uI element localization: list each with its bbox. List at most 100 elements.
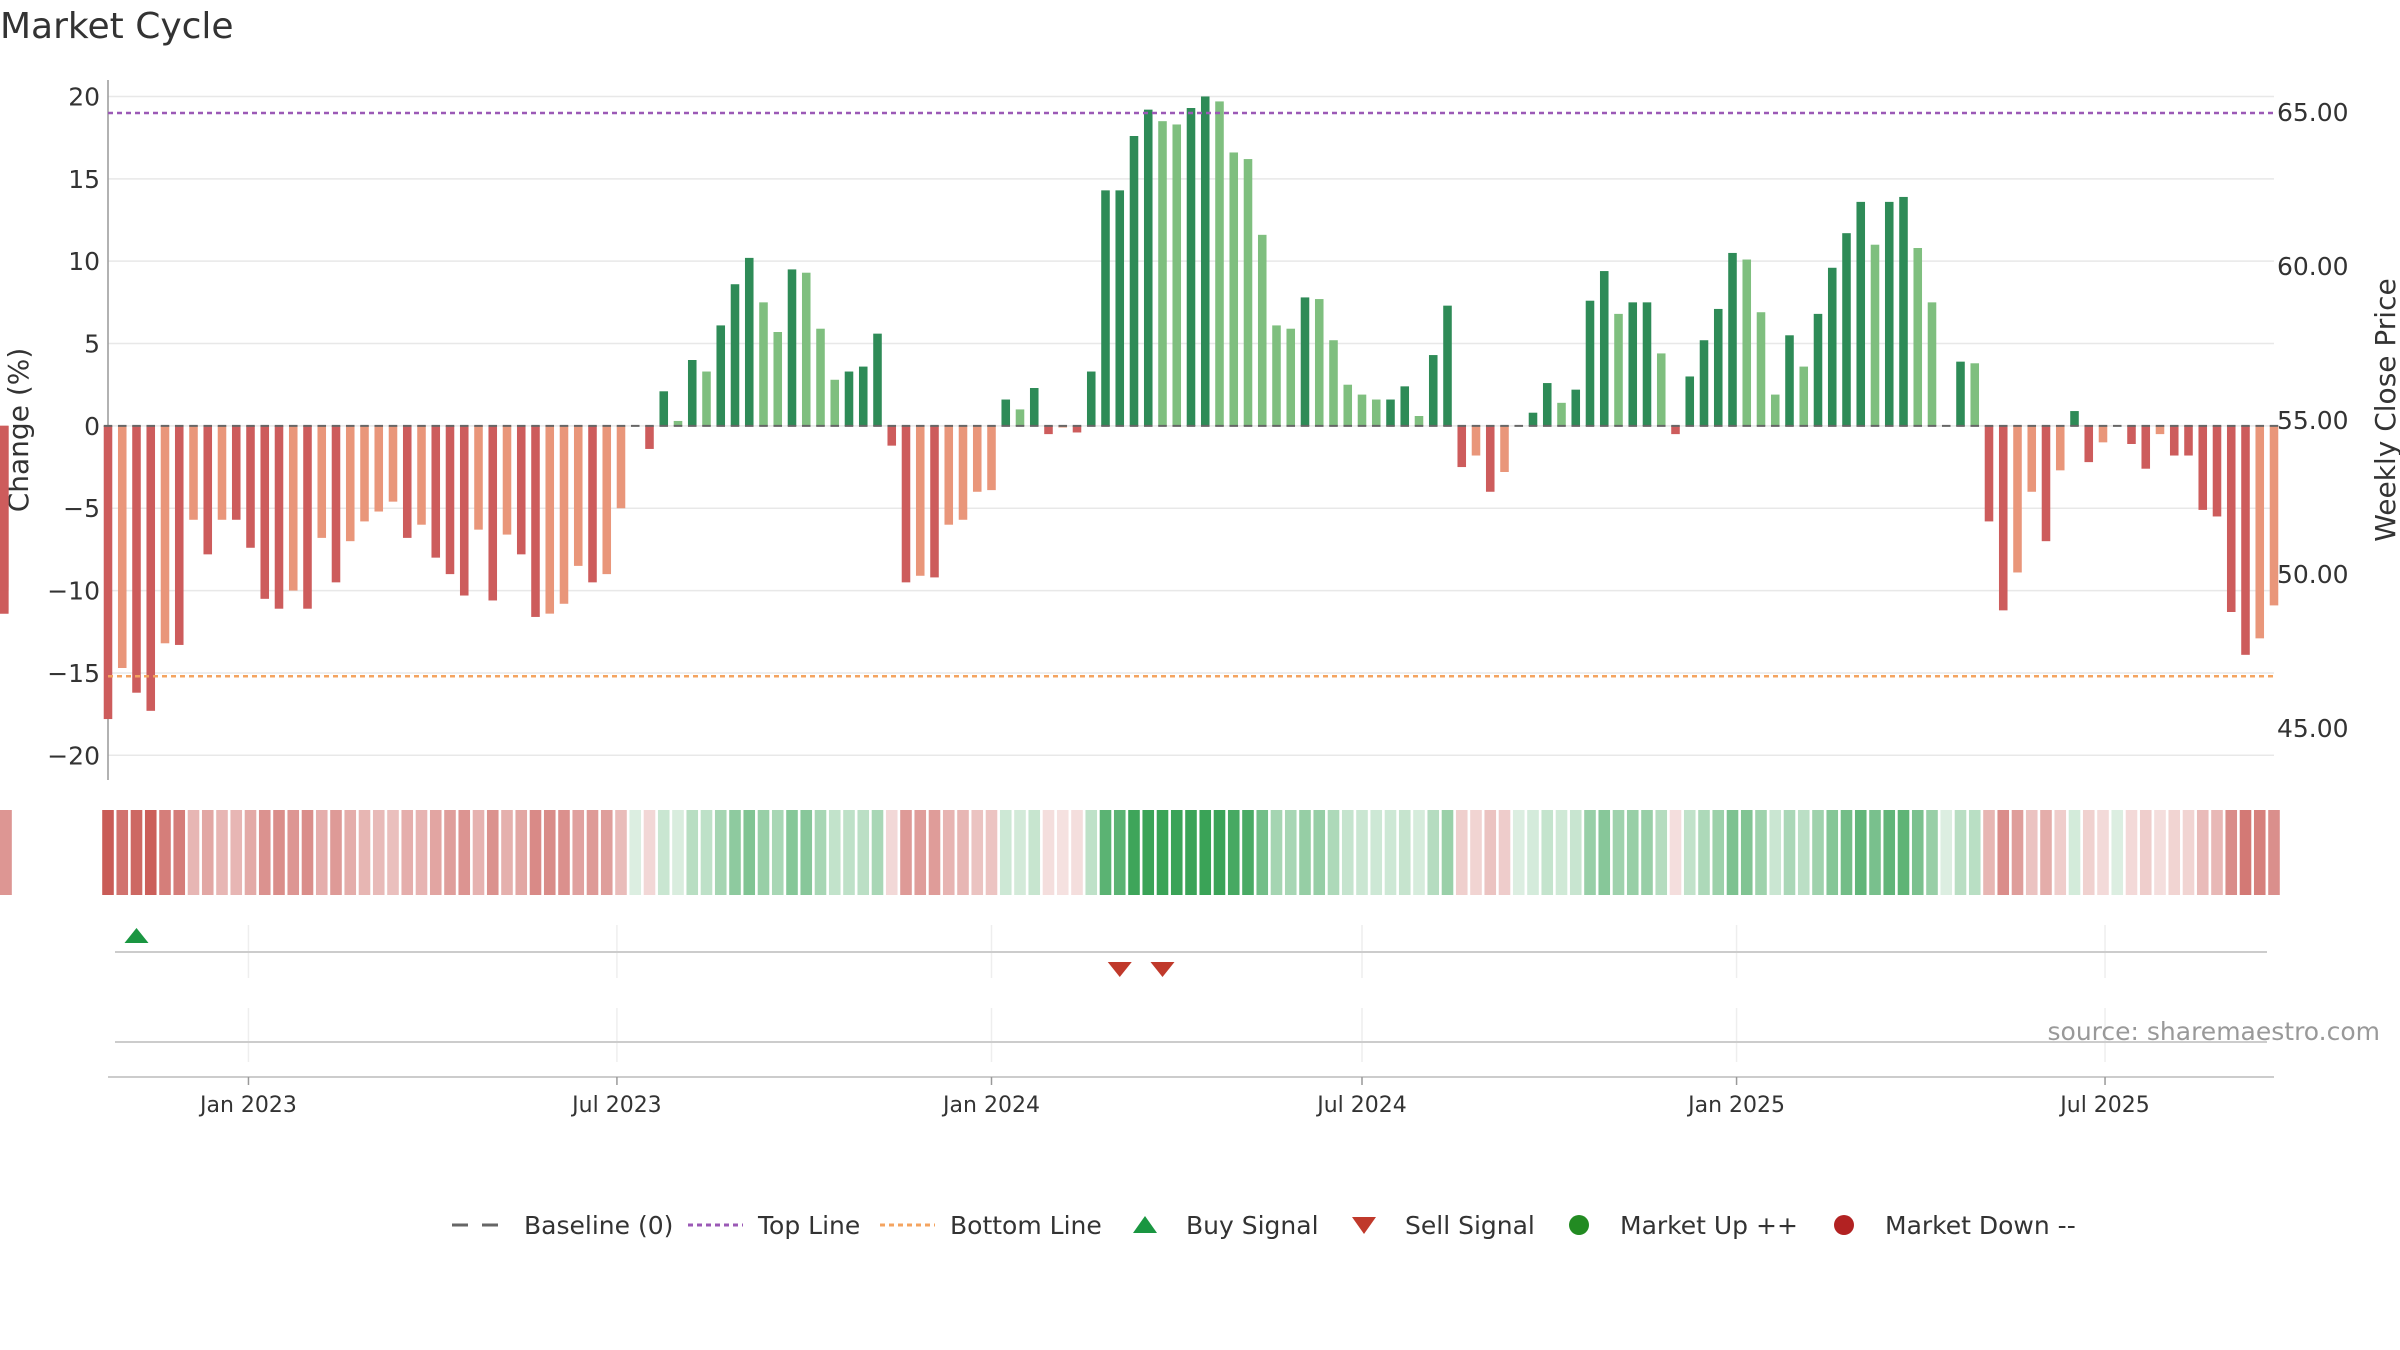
bar (1927, 302, 1937, 426)
heat-cell (914, 810, 927, 895)
sell-signal-marker (1107, 962, 1132, 977)
legend-market-down-swatch (1834, 1215, 1854, 1235)
bar (1713, 308, 1723, 426)
bar (801, 272, 811, 426)
heat-cell (957, 810, 969, 895)
heat-cell (1455, 810, 1468, 895)
legend-label: Buy Signal (1186, 1211, 1319, 1240)
heat-cell (1227, 810, 1240, 895)
bar (516, 425, 526, 555)
bar (117, 425, 127, 668)
heat-cell (2111, 810, 2124, 895)
heat-cell (1356, 810, 1368, 895)
bar (1101, 190, 1110, 426)
heat-cell (1185, 810, 1197, 895)
heat-cell (629, 810, 642, 895)
legend-buy-swatch (1133, 1216, 1157, 1233)
heat-cell (1769, 810, 1782, 895)
bar (189, 425, 198, 520)
heat-cell (2182, 810, 2195, 895)
bar (2127, 425, 2136, 444)
heat-cell (2025, 810, 2038, 895)
heat-cell (287, 810, 300, 895)
heat-cell (116, 810, 129, 895)
bar (1072, 425, 1082, 433)
bar (944, 425, 954, 525)
bar (2241, 425, 2250, 655)
heat-cell (1584, 810, 1596, 895)
bar (716, 325, 726, 426)
bar (588, 425, 597, 583)
bar (1485, 425, 1495, 492)
bar (1557, 402, 1566, 426)
heat-cell (2211, 810, 2223, 895)
heat-cell (1655, 810, 1668, 895)
legend-label: Baseline (0) (524, 1211, 673, 1240)
heat-cell (1270, 810, 1283, 895)
bar (873, 333, 882, 426)
heat-cell (757, 810, 770, 895)
heat-cell (1626, 810, 1639, 895)
heat-cell (372, 810, 385, 895)
bar (1827, 267, 1837, 426)
heat-cell (2068, 810, 2081, 895)
heat-cell (1740, 810, 1753, 895)
heat-cell (401, 810, 414, 895)
heat-cell (173, 810, 186, 895)
chart-title: Market Cycle (0, 6, 234, 47)
bar (260, 425, 270, 599)
y-tick-label: 20 (68, 82, 100, 111)
heat-cell (615, 810, 627, 895)
heat-cell (1427, 810, 1440, 895)
bar (2155, 425, 2165, 435)
bar (602, 425, 612, 575)
bar (488, 425, 498, 601)
x-tick-label: Jan 2024 (941, 1093, 1040, 1118)
bar (545, 425, 555, 614)
bar (2141, 425, 2151, 469)
heat-cell (543, 810, 556, 895)
heat-cell (301, 810, 314, 895)
heat-cell (2139, 810, 2152, 895)
heat-cell (501, 810, 513, 895)
heat-cell (885, 810, 898, 895)
heat-cell (429, 810, 442, 895)
y-tick-label: −5 (63, 494, 100, 523)
heat-cell (1128, 810, 1140, 895)
y2-tick-label: 45.00 (2277, 714, 2349, 743)
bar (288, 425, 298, 591)
bar (1143, 109, 1153, 426)
bar (616, 425, 626, 509)
heat-cell (1113, 810, 1126, 895)
heat-cell (600, 810, 613, 895)
bar (958, 425, 968, 520)
bar (1599, 271, 1609, 426)
heat-cell (2154, 810, 2166, 895)
heat-cell (2253, 810, 2266, 895)
heat-cell (1883, 810, 1896, 895)
heat-cell (1797, 810, 1810, 895)
heat-cell (1983, 810, 1995, 895)
bar (573, 425, 583, 566)
bar (146, 425, 156, 711)
heat-cell (2011, 810, 2024, 895)
heat-cell (771, 810, 784, 895)
heat-cell (0, 810, 12, 895)
bar (1571, 389, 1581, 426)
buy-signal-marker (124, 928, 149, 943)
heat-cell (572, 810, 585, 895)
heat-cell (1897, 810, 1910, 895)
heat-cell (800, 810, 813, 895)
bar (1115, 190, 1125, 426)
heat-cell (1826, 810, 1839, 895)
heat-cell (387, 810, 399, 895)
bar (1414, 416, 1424, 426)
y-tick-label: −15 (47, 659, 100, 688)
sell-signal-marker (1150, 962, 1175, 977)
heat-cell (258, 810, 271, 895)
heat-cell (558, 810, 570, 895)
bar (1756, 312, 1766, 426)
legend-label: Market Down -- (1885, 1211, 2076, 1240)
legend-label: Top Line (757, 1211, 860, 1240)
heat-cell (1569, 810, 1582, 895)
